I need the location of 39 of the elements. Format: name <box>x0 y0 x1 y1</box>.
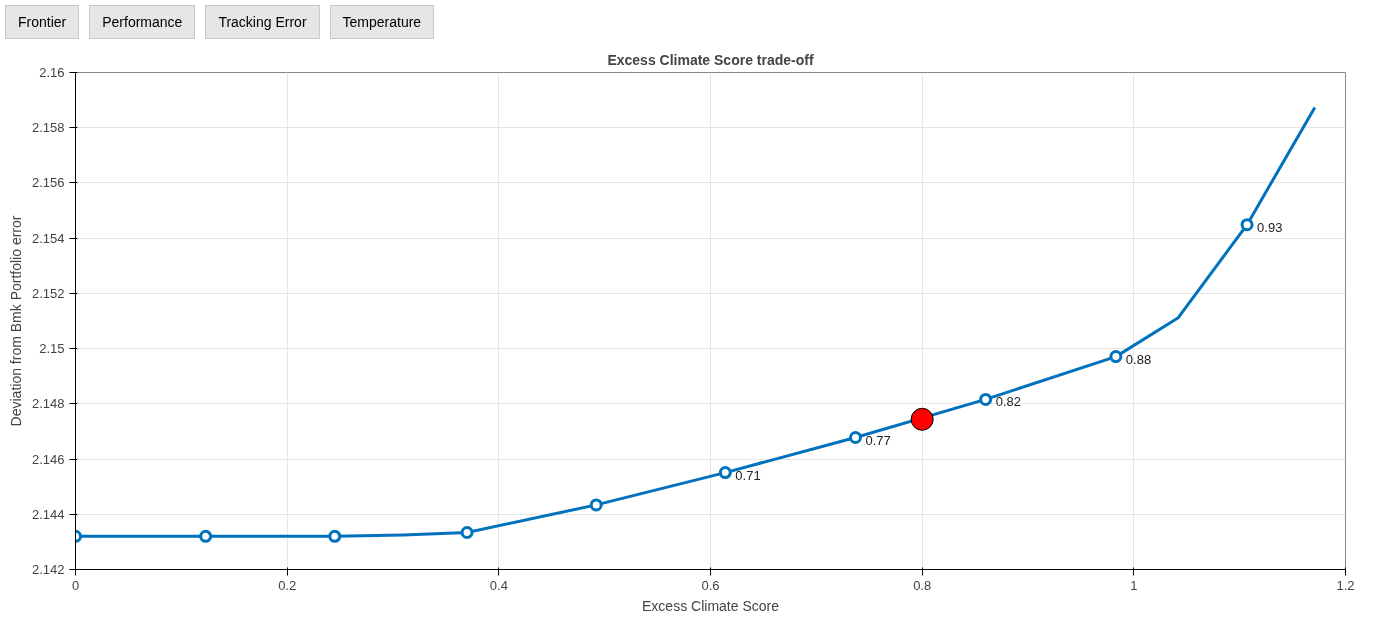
x-tick-label: 0.4 <box>489 577 508 593</box>
point <box>979 392 993 406</box>
y-tick-label: 2.142 <box>31 562 65 577</box>
chart-title: Excess Climate Score trade-off <box>607 51 814 68</box>
y-tick-label: 2.152 <box>31 285 65 301</box>
point <box>460 526 474 539</box>
annotation: 0.88 <box>1125 351 1152 367</box>
y-axis-title: Deviation from Bmk Portfolio error <box>7 215 24 427</box>
point <box>718 466 732 480</box>
y-tick-label: 2.148 <box>31 396 65 412</box>
annotation: 0.71 <box>735 467 761 483</box>
text: Tracking Error <box>218 13 307 32</box>
x-axis-title: Excess Climate Score <box>642 597 780 614</box>
x-tick-label: 1.2 <box>1336 577 1355 593</box>
text: Frontier <box>18 13 67 32</box>
point <box>199 529 213 543</box>
point <box>1109 350 1123 364</box>
y-tick-label: 2.158 <box>31 120 65 136</box>
annotation: 0.82 <box>995 394 1021 410</box>
x-tick-label: 0 <box>71 577 80 593</box>
annotation: 0.77 <box>865 432 891 448</box>
x-tick-label: 1 <box>1130 577 1138 593</box>
point <box>589 498 603 512</box>
y-tick-label: 2.156 <box>31 175 65 191</box>
x-tick-label: 0.6 <box>701 577 720 593</box>
y-tick-label: 2.15 <box>39 341 65 357</box>
annotation: 0.93 <box>1257 219 1283 235</box>
y-tick-label: 2.154 <box>31 230 65 246</box>
y-tick-label: 2.16 <box>39 65 65 80</box>
y-tick-label: 2.144 <box>31 506 65 522</box>
x-tick-label: 0.8 <box>913 577 932 593</box>
point <box>1240 218 1254 232</box>
text: Performance <box>102 13 183 32</box>
point <box>910 407 934 431</box>
text: Temperature <box>342 13 422 32</box>
point <box>328 529 342 543</box>
point <box>848 431 862 445</box>
y-tick-label: 2.146 <box>31 451 65 467</box>
x-tick-label: 0.2 <box>278 577 297 593</box>
